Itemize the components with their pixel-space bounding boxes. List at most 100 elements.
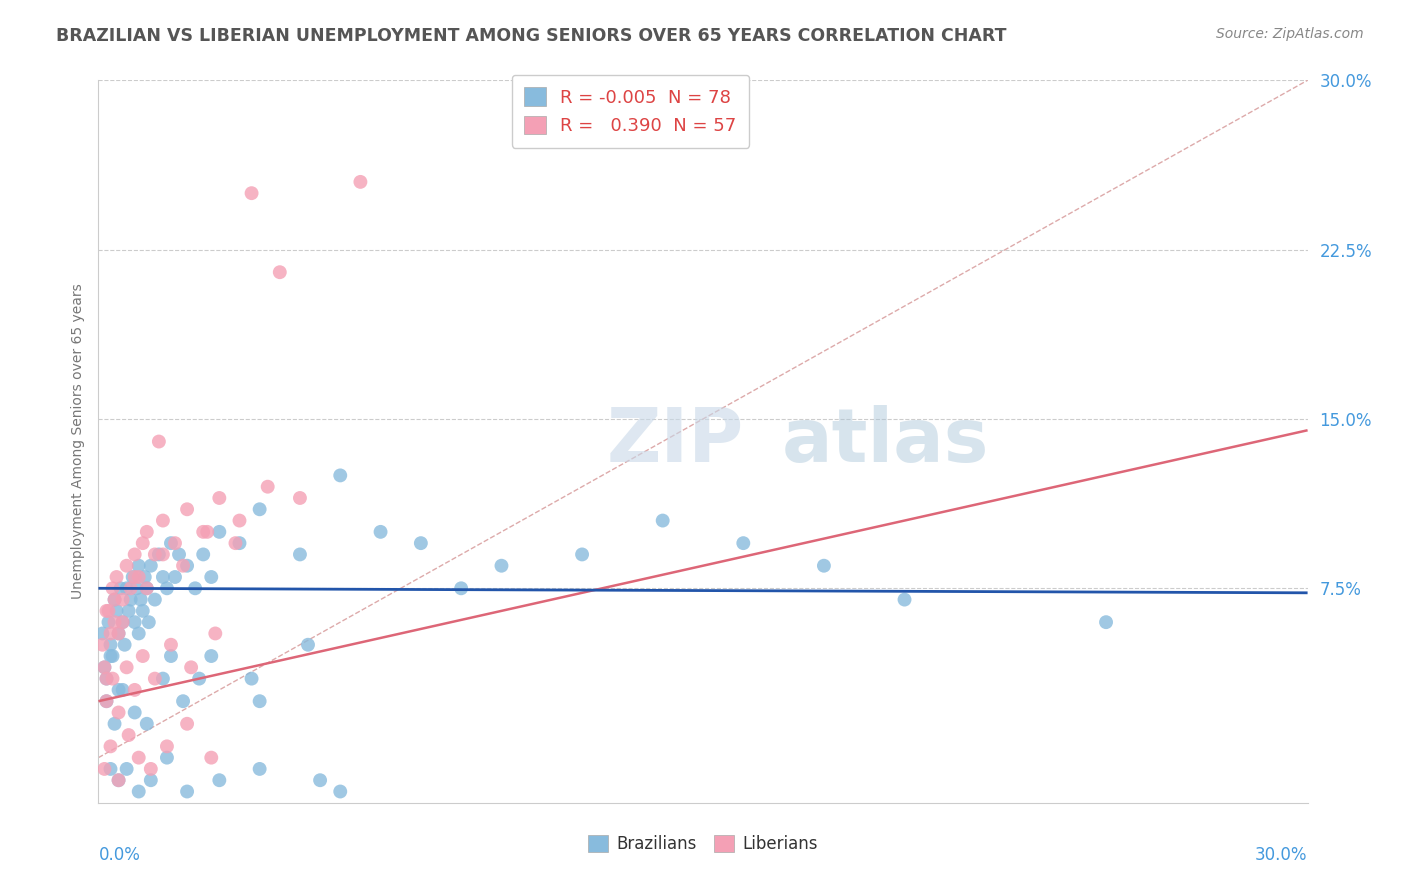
Point — [96, 672, 118, 686]
Point — [110, 582, 132, 596]
Point — [163, 570, 186, 584]
Point — [349, 175, 371, 189]
Point — [228, 514, 250, 528]
Point — [139, 762, 162, 776]
Point — [121, 570, 143, 584]
Point — [125, 582, 148, 596]
Point — [135, 582, 157, 596]
Point — [143, 548, 166, 562]
Point — [120, 582, 142, 596]
Point — [128, 570, 150, 584]
Point — [97, 615, 120, 630]
Point — [204, 626, 226, 640]
Point — [107, 773, 129, 788]
Point — [152, 548, 174, 562]
Point — [115, 762, 138, 776]
Point — [114, 638, 136, 652]
Point — [156, 750, 179, 764]
Point — [370, 524, 392, 539]
Point — [813, 558, 835, 573]
Point — [120, 592, 142, 607]
Point — [138, 615, 160, 630]
Point — [143, 672, 166, 686]
Point — [200, 648, 222, 663]
Point — [288, 548, 311, 562]
Point — [309, 773, 332, 788]
Point — [249, 694, 271, 708]
Point — [134, 570, 156, 584]
Point — [240, 672, 263, 686]
Point — [409, 536, 432, 550]
Text: ZIP: ZIP — [606, 405, 744, 478]
Text: BRAZILIAN VS LIBERIAN UNEMPLOYMENT AMONG SENIORS OVER 65 YEARS CORRELATION CHART: BRAZILIAN VS LIBERIAN UNEMPLOYMENT AMONG… — [56, 27, 1007, 45]
Point — [135, 582, 157, 596]
Point — [100, 762, 122, 776]
Point — [128, 750, 150, 764]
Point — [103, 716, 125, 731]
Text: 30.0%: 30.0% — [1256, 847, 1308, 864]
Point — [100, 648, 122, 663]
Point — [118, 604, 141, 618]
Point — [450, 582, 472, 596]
Point — [111, 592, 134, 607]
Point — [135, 524, 157, 539]
Point — [128, 784, 150, 798]
Point — [200, 750, 222, 764]
Point — [91, 638, 114, 652]
Point — [193, 548, 215, 562]
Point — [107, 626, 129, 640]
Point — [139, 773, 162, 788]
Point — [111, 615, 134, 630]
Point — [91, 626, 114, 640]
Point — [100, 739, 122, 754]
Point — [101, 672, 124, 686]
Point — [124, 615, 146, 630]
Point — [128, 626, 150, 640]
Point — [329, 784, 352, 798]
Point — [893, 592, 915, 607]
Point — [224, 536, 246, 550]
Point — [288, 491, 311, 505]
Point — [249, 502, 271, 516]
Point — [139, 558, 162, 573]
Legend: Brazilians, Liberians: Brazilians, Liberians — [582, 828, 824, 860]
Point — [297, 638, 319, 652]
Point — [156, 739, 179, 754]
Point — [115, 660, 138, 674]
Point — [96, 694, 118, 708]
Point — [143, 592, 166, 607]
Point — [107, 706, 129, 720]
Point — [200, 570, 222, 584]
Point — [1095, 615, 1118, 630]
Point — [118, 728, 141, 742]
Point — [172, 694, 194, 708]
Point — [193, 524, 215, 539]
Text: Source: ZipAtlas.com: Source: ZipAtlas.com — [1216, 27, 1364, 41]
Point — [195, 524, 218, 539]
Point — [124, 682, 146, 697]
Point — [208, 524, 231, 539]
Point — [208, 773, 231, 788]
Point — [105, 570, 128, 584]
Point — [156, 582, 179, 596]
Point — [107, 773, 129, 788]
Point — [100, 626, 122, 640]
Point — [111, 682, 134, 697]
Point — [107, 682, 129, 697]
Point — [249, 762, 271, 776]
Point — [188, 672, 211, 686]
Point — [132, 604, 155, 618]
Point — [256, 480, 278, 494]
Point — [180, 660, 202, 674]
Point — [103, 592, 125, 607]
Point — [240, 186, 263, 201]
Point — [172, 558, 194, 573]
Point — [96, 694, 118, 708]
Point — [124, 548, 146, 562]
Point — [176, 784, 198, 798]
Point — [124, 706, 146, 720]
Point — [96, 672, 118, 686]
Point — [105, 604, 128, 618]
Point — [129, 592, 152, 607]
Text: 0.0%: 0.0% — [98, 847, 141, 864]
